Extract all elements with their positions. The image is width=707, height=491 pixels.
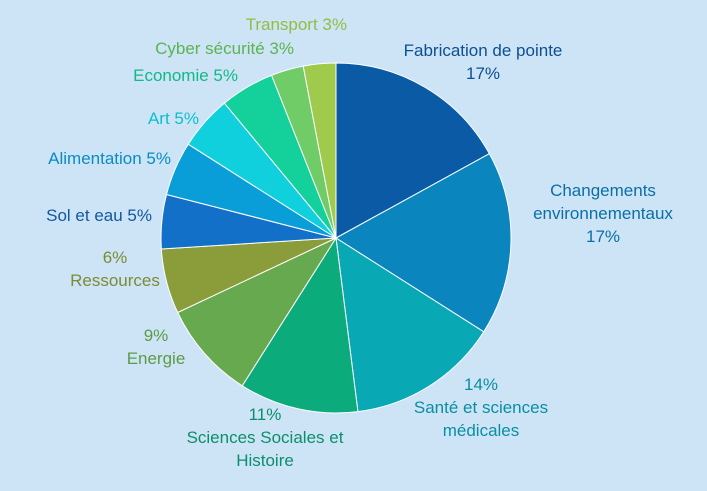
slice-category-label: Santé et sciences <box>414 398 548 417</box>
slice-label: Sol et eau 5% <box>46 206 152 225</box>
slice-value-label: 14% <box>464 375 498 394</box>
slice-value-label: 9% <box>144 326 169 345</box>
slice-label: 9% Energie <box>127 326 186 368</box>
slice-value-label: 17% <box>466 64 500 83</box>
slice-category-label: médicales <box>443 421 520 440</box>
slice-category-label: Sciences Sociales et <box>187 428 344 447</box>
slice-label: 6% Ressources <box>70 248 160 290</box>
slice-category-label: Sol et eau 5% <box>46 206 152 225</box>
slice-label: Changements environnementaux 17% <box>533 181 673 246</box>
slice-label: 14% Santé et sciences médicales <box>414 375 548 440</box>
pie-slice <box>335 62 491 239</box>
slice-label: Fabrication de pointe 17% <box>404 41 563 83</box>
slice-value-label: 11% <box>249 405 282 424</box>
slice-value-label: 17% <box>586 227 620 246</box>
slice-category-label: Energie <box>127 349 186 368</box>
pie-slice <box>176 236 338 387</box>
slice-category-label: Alimentation 5% <box>48 149 171 168</box>
slice-category-label: Economie 5% <box>133 66 238 85</box>
slice-value-label: 6% <box>103 248 128 267</box>
slice-label: Art 5% <box>148 109 199 128</box>
pie-slice <box>302 62 337 239</box>
slice-label: Transport 3% <box>246 15 347 34</box>
slice-label: Cyber sécurité 3% <box>155 39 294 58</box>
slice-category-label: Transport 3% <box>246 15 347 34</box>
slice-category-label: Art 5% <box>148 109 199 128</box>
slice-category-label: environnementaux <box>533 204 673 223</box>
pie-slice <box>335 237 485 413</box>
slice-label: Alimentation 5% <box>48 149 171 168</box>
slice-category-label: Cyber sécurité 3% <box>155 39 294 58</box>
slice-label: 11% Sciences Sociales et Histoire <box>187 405 344 470</box>
slice-category-label: Ressources <box>70 271 160 290</box>
pie-slice <box>335 153 512 333</box>
slice-category-label: Changements <box>550 181 656 200</box>
slice-category-label: Fabrication de pointe <box>404 41 563 60</box>
slice-label: Economie 5% <box>133 66 238 85</box>
pie-slice <box>241 236 359 414</box>
slice-category-label: Histoire <box>236 451 294 470</box>
